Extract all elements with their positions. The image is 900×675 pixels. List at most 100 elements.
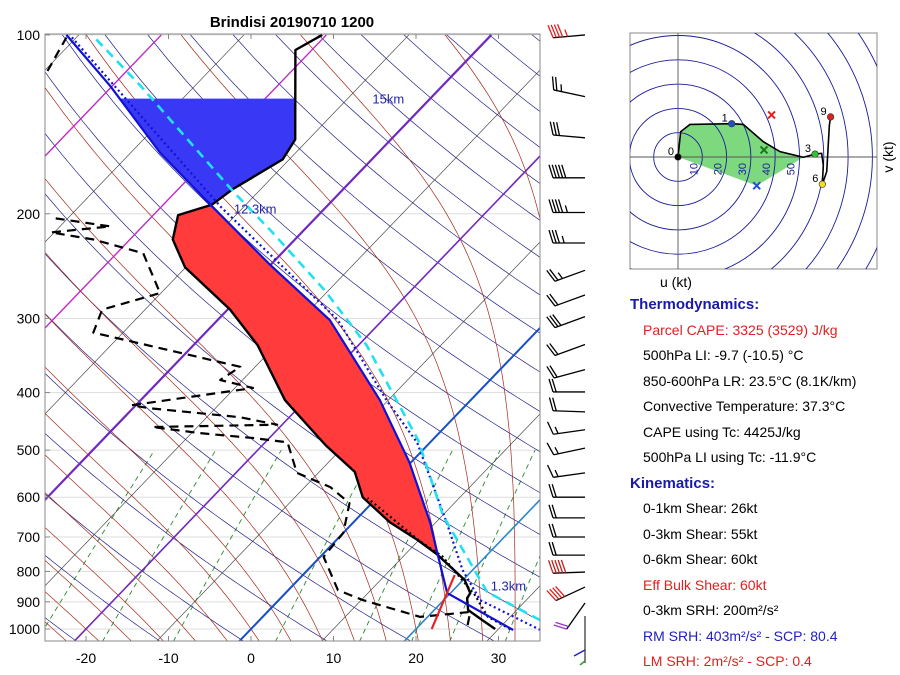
- hodograph-curve: [677, 116, 832, 185]
- barb-feather: [549, 315, 559, 327]
- dry-adiabat: [45, 253, 540, 622]
- barb-feather: [551, 76, 555, 91]
- profile-line-6: [91, 34, 540, 622]
- moist-adiabat: [45, 621, 67, 641]
- mixing-ratio-line: [173, 449, 282, 641]
- y-tick-label: 100: [17, 27, 41, 43]
- barb-staff: [552, 571, 586, 574]
- moist-adiabat: [300, 34, 516, 641]
- moist-adiabat: [45, 492, 196, 641]
- kinematics-item: Eff Bulk Shear: 60kt: [643, 576, 767, 593]
- kinematics-item: LM SRH: 2m²/s² - SCP: 0.4: [643, 653, 812, 669]
- wind-barb: [546, 268, 586, 282]
- helicity-shaded-area: [678, 123, 804, 186]
- wind-barb: [548, 229, 585, 244]
- isotherm: [45, 34, 493, 502]
- dry-adiabat: [147, 34, 540, 373]
- area-fill: [119, 98, 296, 208]
- barb-feather: [549, 268, 559, 281]
- barb-staff: [566, 602, 586, 630]
- mixing-ratio-line: [359, 449, 453, 641]
- thermodynamics-item: Parcel CAPE: 3325 (3529) J/kg: [643, 321, 838, 338]
- barb-feather: [549, 293, 559, 306]
- dry-adiabat: [45, 372, 412, 641]
- barb-feather: [548, 164, 554, 179]
- scale-mark-blue: [573, 649, 586, 657]
- hodograph-plot: 10 20 30 40 50 0 1 3 6 9: [630, 33, 877, 269]
- wind-barb: [548, 199, 585, 214]
- wind-barb: [548, 541, 585, 556]
- y-tick-label: 300: [17, 310, 41, 326]
- barb-feather: [552, 314, 562, 326]
- moist-adiabat: [45, 366, 292, 641]
- barb-feather: [546, 270, 556, 282]
- barb-feather: [546, 442, 555, 456]
- barb-feather: [546, 421, 554, 435]
- height-label: 1.3km: [491, 579, 526, 594]
- barb-feather: [546, 590, 557, 602]
- wind-barb: [546, 365, 586, 379]
- barb-feather: [548, 229, 554, 244]
- profile-line-0: [171, 34, 496, 630]
- barb-feather: [552, 397, 557, 412]
- mixing-ratio-line: [275, 449, 376, 641]
- barb-feather: [553, 624, 567, 630]
- barb-staff: [554, 294, 586, 307]
- x-tick-label: 10: [326, 650, 342, 666]
- thermodynamics-item: 500hPa LI: -9.7 (-10.5) °C: [643, 347, 804, 363]
- dry-adiabat: [45, 132, 540, 535]
- barb-staff: [553, 89, 586, 98]
- thermodynamics-item: CAPE using Tc: 4425J/kg: [643, 423, 801, 440]
- y-tick-label: 900: [17, 594, 41, 610]
- moist-adiabat: [45, 177, 387, 641]
- kinematics-list: 0-1km Shear: 26kt 0-3km Shear: 55kt 0-6km …: [630, 496, 900, 675]
- kinematics-item: 0-6km Shear: 60kt: [643, 551, 758, 567]
- wind-barb: [546, 293, 586, 307]
- barb-feather: [546, 344, 556, 356]
- barb-feather: [548, 199, 554, 213]
- kinematics-item: 0-3km Shear: 55kt: [643, 525, 758, 542]
- barb-half-feather: [554, 426, 559, 434]
- barb-feather: [551, 378, 557, 393]
- mixing-ratio-line: [546, 450, 623, 641]
- y-tick-label: 800: [17, 563, 41, 579]
- y-tick-label: 400: [17, 385, 41, 401]
- moist-adiabat: [180, 34, 484, 641]
- moist-adiabat: [45, 251, 355, 641]
- barb-feather: [554, 164, 561, 179]
- wind-barb: [546, 314, 586, 329]
- profile-line-4: [65, 34, 514, 631]
- barb-feather: [554, 559, 561, 574]
- height-marker-label: 9: [820, 106, 826, 118]
- isotherm: [156, 241, 540, 641]
- mixing-ratio-line: [45, 449, 155, 629]
- barb-feather: [556, 24, 564, 38]
- profile-line-1: [49, 216, 472, 626]
- barb-staff: [553, 34, 586, 39]
- profile-line-7: [430, 574, 456, 630]
- moist-adiabat: [86, 34, 451, 641]
- barb-feather: [554, 229, 561, 244]
- skewt-axes: 100 200 300 400 500 600 700 800 900 1000 -20 -10 0 10…: [9, 27, 507, 666]
- y-tick-label: 600: [17, 489, 41, 505]
- barb-staff: [553, 447, 586, 456]
- dry-adiabat: [62, 34, 540, 453]
- barb-staff: [553, 472, 586, 478]
- wind-barb: [546, 586, 586, 602]
- height-marker-label: 0: [668, 146, 674, 158]
- wind-barb: [551, 76, 586, 98]
- barb-feather: [560, 559, 567, 573]
- barb-feather: [551, 541, 557, 556]
- height-marker-label: 6: [812, 173, 818, 185]
- wind-barbs: [546, 24, 586, 630]
- plot-frame: [44, 33, 541, 642]
- barb-feather: [546, 316, 556, 328]
- mixing-ratio-line: [504, 554, 540, 641]
- barb-feather: [547, 24, 554, 38]
- barb-feather: [546, 366, 555, 379]
- barb-feather: [553, 24, 561, 38]
- barb-feather: [551, 164, 557, 179]
- barb-staff: [553, 369, 586, 379]
- x-tick-label: 20: [408, 650, 424, 666]
- moist-adiabat: [45, 313, 324, 641]
